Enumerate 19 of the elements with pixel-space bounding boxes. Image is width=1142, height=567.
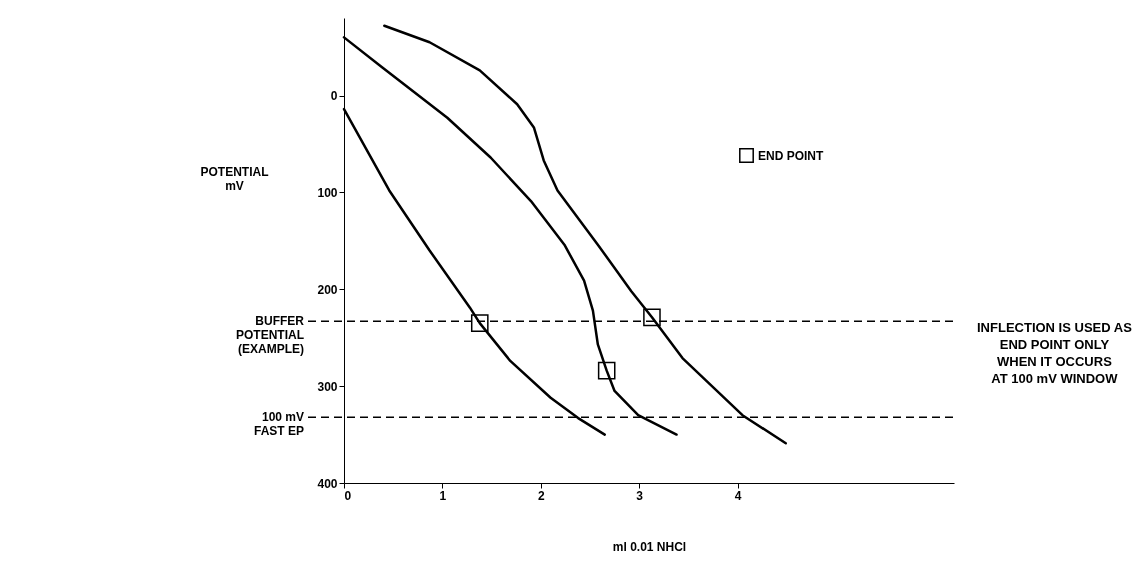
point [470,314,489,332]
ref-line-label: BUFFER POTENTIAL (EXAMPLE) [236,314,305,357]
y-tick-label: 100 [317,185,338,200]
x-tick-label: 1 [439,488,447,503]
y-tick-label: 400 [317,476,338,491]
x-tick-label: 2 [537,488,545,503]
y-tick-label: 200 [317,282,338,297]
x-tick-label: 3 [636,488,644,503]
text: INFLECTION IS USED AS END POINT ONLY WHEN IT OCCURS AT 100 mV WINDOW [977,319,1132,387]
point [597,361,616,380]
point [643,308,661,327]
x-tick-label: 4 [734,488,742,503]
legend-label: END POINT [758,148,825,163]
y-tick-label: 300 [317,379,338,394]
x-axis-title: ml 0.01 NHCl [612,539,687,554]
x-tick-label: 0 [344,488,352,503]
ref-line-label: 100 mV FAST EP [253,410,304,439]
y-axis-title: POTENTIAL mV [200,164,269,193]
y-tick-label: 0 [330,89,338,103]
